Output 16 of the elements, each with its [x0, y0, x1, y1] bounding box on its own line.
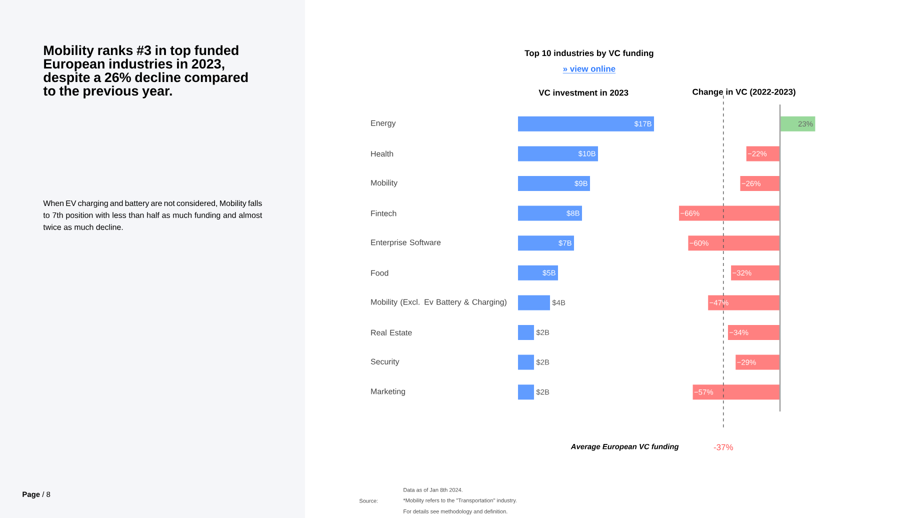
bar [518, 325, 534, 340]
chart-title: Change in VC (2022-2023) [692, 88, 796, 97]
bar [518, 206, 582, 221]
chart-title: Top 10 industries by VC funding [524, 50, 654, 58]
x-axis-title: VC investment in 2023 [538, 89, 628, 96]
bar [518, 265, 558, 280]
ref-line-label: -37% [714, 444, 733, 450]
bar [518, 236, 574, 251]
bar [518, 384, 534, 400]
bar [518, 146, 598, 162]
bar [518, 116, 654, 132]
bar [518, 176, 590, 191]
bar [518, 295, 550, 310]
text: Mobility ranks #3 in top funded European industries in 2023, despite a 26% decline compared to the previous year. [43, 45, 248, 98]
chart-subtitle: » view online [563, 66, 616, 72]
bar [518, 354, 534, 370]
